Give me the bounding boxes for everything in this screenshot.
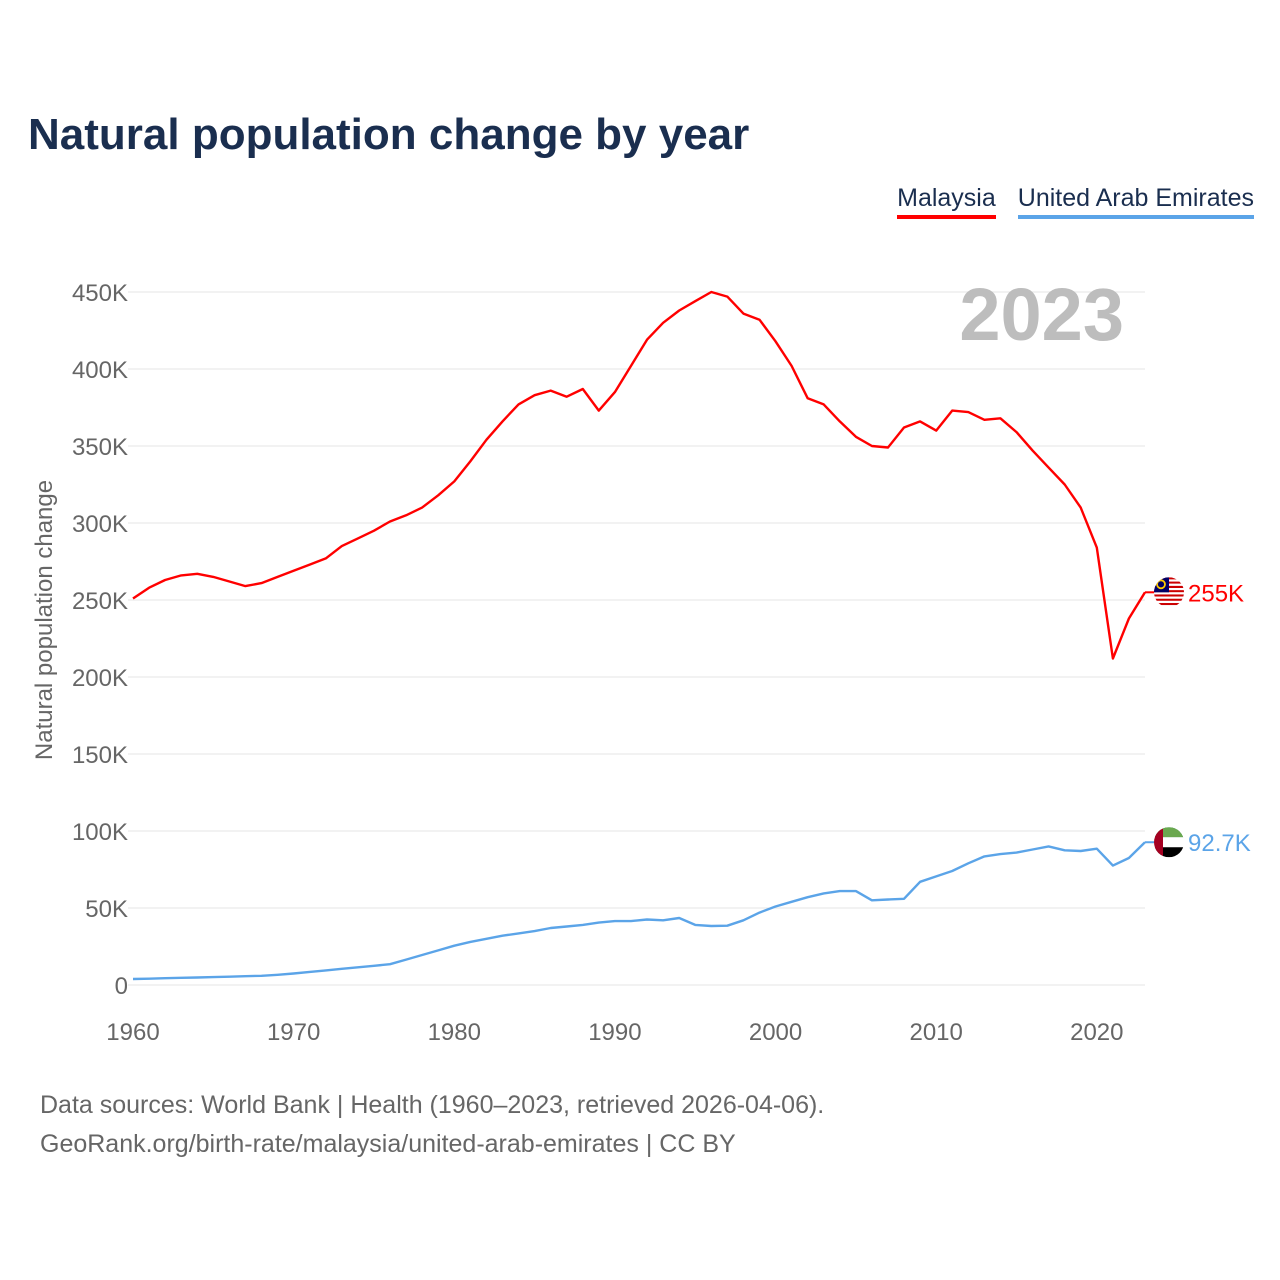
legend-item-uae[interactable]: United Arab Emirates xyxy=(1017,184,1254,219)
end-value-label: 92.7K xyxy=(1188,830,1251,857)
source-link[interactable]: GeoRank.org/birth-rate/malaysia/united-a… xyxy=(40,1130,736,1158)
y-tick-label: 100K xyxy=(72,819,128,846)
data-source-text: Data sources: World Bank | Health (1960–… xyxy=(40,1091,825,1119)
series-line-malaysia xyxy=(132,290,1147,660)
legend: Malaysia United Arab Emirates xyxy=(897,184,1254,219)
year-label: 2023 xyxy=(959,273,1124,356)
y-tick-label: 350K xyxy=(72,434,128,461)
uae-flag-icon xyxy=(1154,827,1184,858)
y-tick-label: 50K xyxy=(85,896,128,923)
x-tick-label: 2020 xyxy=(1070,1019,1123,1046)
y-tick-label: 0 xyxy=(115,973,128,1000)
x-tick-label: 1960 xyxy=(106,1019,159,1046)
series-line-uae xyxy=(132,841,1146,981)
y-tick-label: 400K xyxy=(72,357,128,384)
y-tick-label: 250K xyxy=(72,588,128,615)
y-tick-label: 150K xyxy=(72,742,128,769)
x-tick-label: 2010 xyxy=(909,1019,962,1046)
legend-item-malaysia[interactable]: Malaysia xyxy=(897,184,996,219)
chart-title: Natural population change by year xyxy=(28,110,750,159)
footer: Data sources: World Bank | Health (1960–… xyxy=(40,1086,824,1164)
y-tick-label: 200K xyxy=(72,665,128,692)
x-tick-label: 1990 xyxy=(588,1019,641,1046)
y-axis-label: Natural population change xyxy=(31,480,58,760)
x-tick-label: 1970 xyxy=(267,1019,320,1046)
y-tick-label: 300K xyxy=(72,511,128,538)
end-value-label: 255K xyxy=(1188,580,1244,607)
x-tick-label: 2000 xyxy=(749,1019,802,1046)
malaysia-flag-icon xyxy=(1154,577,1184,608)
x-tick-label: 1980 xyxy=(428,1019,481,1046)
y-tick-label: 450K xyxy=(72,280,128,307)
